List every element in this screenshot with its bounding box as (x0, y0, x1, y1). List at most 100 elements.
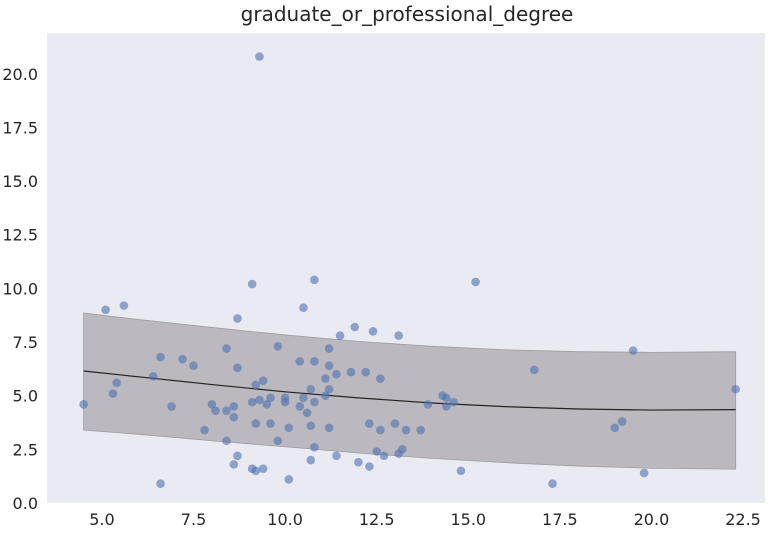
data-point (247, 397, 257, 407)
chart-title: graduate_or_professional_degree (241, 2, 574, 26)
data-point (211, 406, 220, 416)
data-point (251, 419, 261, 428)
data-point (332, 451, 341, 461)
confidence-band-layer (83, 312, 737, 470)
confidence-band (83, 312, 737, 470)
data-point (731, 384, 740, 394)
data-point (310, 357, 319, 366)
y-axis-ticks: 0.0 2.5 5.0 7.5 10.0 12.5 15.0 17.5 20.0 (2, 65, 38, 513)
x-tick-label: 15.0 (450, 510, 486, 529)
data-point (310, 397, 319, 407)
data-point (548, 479, 557, 488)
data-point (222, 344, 231, 353)
fit-line-layer (83, 370, 736, 411)
data-point (306, 384, 316, 394)
data-point (156, 479, 165, 488)
data-point (368, 327, 378, 336)
data-point (258, 464, 268, 473)
y-tick-label: 15.0 (2, 172, 38, 191)
data-point (354, 457, 363, 467)
data-point (280, 397, 290, 407)
data-point (167, 402, 176, 411)
data-point (376, 425, 385, 435)
data-point (284, 423, 294, 433)
x-tick-label: 7.5 (181, 510, 206, 529)
data-point (207, 399, 217, 409)
data-point (441, 393, 451, 403)
y-tick-label: 0.0 (13, 494, 38, 513)
data-point (398, 445, 407, 454)
data-point (441, 402, 451, 411)
data-point (332, 369, 341, 379)
data-point (365, 462, 374, 471)
data-points-layer (79, 52, 740, 488)
data-point (449, 397, 458, 407)
data-point (299, 393, 308, 403)
data-point (200, 425, 209, 435)
data-point (255, 395, 264, 405)
data-point (229, 402, 239, 411)
data-point (628, 346, 638, 355)
data-point (119, 301, 129, 310)
data-point (233, 363, 242, 373)
y-tick-label: 7.5 (13, 333, 38, 352)
data-point (471, 277, 480, 287)
data-point (376, 374, 385, 383)
data-point (273, 342, 283, 351)
data-point (247, 279, 257, 289)
data-point (346, 367, 356, 377)
data-point (372, 447, 381, 456)
y-tick-label: 17.5 (2, 118, 38, 137)
data-point (295, 402, 305, 411)
data-point (295, 357, 305, 366)
x-tick-label: 12.5 (359, 510, 395, 529)
fit-line (83, 370, 736, 411)
data-point (233, 451, 242, 461)
y-tick-label: 5.0 (13, 387, 38, 406)
data-point (251, 380, 261, 390)
data-point (101, 305, 110, 315)
y-tick-label: 12.5 (2, 226, 38, 245)
data-point (299, 303, 308, 313)
x-tick-label: 20.0 (634, 510, 670, 529)
data-point (324, 423, 334, 433)
data-point (335, 331, 345, 340)
data-point (229, 460, 239, 469)
data-point (108, 389, 118, 398)
data-point (222, 406, 231, 416)
data-point (266, 393, 275, 403)
data-point (310, 442, 319, 452)
data-point (258, 376, 268, 385)
data-point (639, 468, 649, 478)
data-point (401, 425, 411, 435)
x-tick-label: 22.5 (725, 510, 761, 529)
data-point (229, 412, 239, 422)
y-tick-label: 2.5 (13, 440, 38, 459)
data-point (365, 419, 374, 428)
data-point (423, 399, 433, 409)
data-point (324, 361, 334, 370)
data-point (324, 344, 334, 353)
data-point (178, 354, 187, 364)
data-point (284, 475, 294, 484)
data-point (306, 455, 316, 465)
data-point (233, 314, 242, 323)
x-axis-ticks: 5.0 7.5 10.0 12.5 15.0 17.5 20.0 22.5 (89, 510, 761, 529)
data-point (379, 451, 389, 461)
data-point (617, 417, 627, 426)
data-point (310, 275, 319, 285)
data-point (416, 425, 425, 435)
data-point (350, 322, 360, 332)
data-point (189, 361, 198, 370)
data-point (222, 436, 231, 446)
x-tick-label: 5.0 (89, 510, 114, 529)
data-point (610, 423, 620, 433)
data-point (321, 391, 330, 400)
data-point (148, 372, 158, 381)
data-point (529, 365, 539, 375)
data-point (324, 384, 334, 394)
data-point (255, 52, 264, 61)
data-point (266, 419, 275, 428)
data-point (79, 399, 88, 409)
